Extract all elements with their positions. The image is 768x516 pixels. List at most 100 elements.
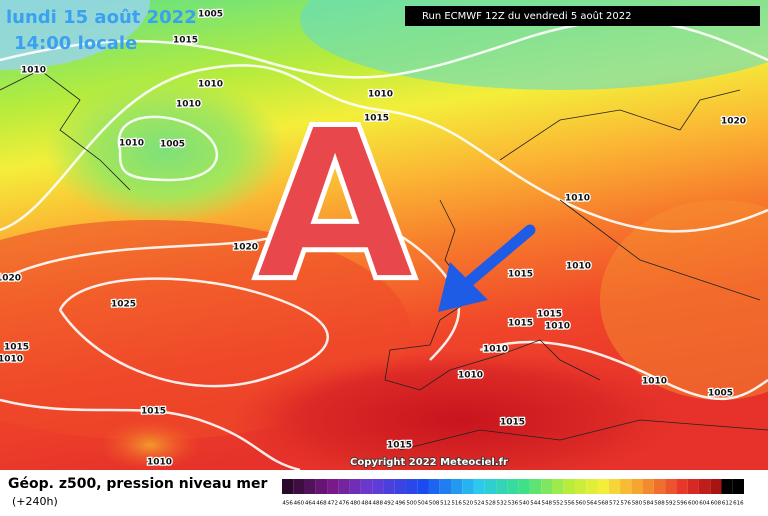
direction-arrow — [438, 224, 536, 312]
isobar-label: 1005 — [198, 10, 223, 20]
scale-label: 468 — [316, 501, 327, 507]
isobar-label: 1015 — [537, 310, 562, 320]
scale-cell — [586, 479, 598, 494]
isobar-label: 1015 — [508, 270, 533, 280]
scale-label: 504 — [418, 501, 429, 507]
scale-label: 472 — [327, 501, 338, 507]
isobar-label: 1015 — [141, 407, 166, 417]
scale-cell — [642, 479, 654, 494]
scale-cell — [394, 479, 406, 494]
scale-label: 492 — [384, 501, 395, 507]
scale-cell — [563, 479, 575, 494]
scale-cell — [315, 479, 328, 494]
scale-label: 612 — [722, 501, 733, 507]
legend-title: Géop. z500, pression niveau mer — [8, 476, 267, 492]
scale-cell — [338, 479, 350, 494]
scale-label: 488 — [373, 501, 384, 507]
isobar — [0, 64, 768, 233]
scale-cell — [653, 479, 666, 494]
scale-label: 500 — [406, 501, 417, 507]
scale-cell — [327, 479, 339, 494]
isobar-label: 1025 — [111, 300, 136, 310]
scale-cell — [293, 479, 305, 494]
scale-cell — [372, 479, 384, 494]
isobar-label: 1010 — [176, 100, 201, 110]
scale-label: 536 — [508, 501, 519, 507]
lead-time: (+240h) — [12, 495, 58, 508]
isobar — [117, 115, 219, 182]
scale-cell — [451, 479, 463, 494]
isobar-label: 1015 — [4, 343, 29, 353]
scale-cell — [732, 479, 744, 494]
scale-label: 516 — [451, 501, 462, 507]
isobar-label: 1010 — [21, 66, 46, 76]
scale-cell — [676, 479, 688, 494]
scale-cell — [462, 479, 474, 494]
scale-cell — [687, 479, 699, 494]
scale-cell — [665, 479, 677, 494]
isobar — [0, 398, 301, 472]
isobar-label: 1010 — [119, 139, 144, 149]
isobar-label: 1010 — [565, 194, 590, 204]
scale-label: 588 — [654, 501, 665, 507]
scale-label: 548 — [542, 501, 553, 507]
scale-cell — [698, 479, 711, 494]
scale-label: 496 — [395, 501, 406, 507]
scale-cell — [349, 479, 361, 494]
scale-label: 520 — [463, 501, 474, 507]
scale-label: 460 — [294, 501, 305, 507]
high-pressure-symbol: A — [254, 83, 417, 328]
warm-region — [600, 200, 768, 400]
coastline — [0, 69, 768, 451]
scale-label: 540 — [519, 501, 530, 507]
color-scale: 456 460 464 468 472 476 480 484 488 492 496 500 504 5… — [282, 479, 744, 507]
scale-cell — [383, 479, 395, 494]
scale-cell — [439, 479, 452, 494]
isobar-label: 1010 — [368, 90, 393, 100]
scale-cell — [360, 479, 373, 494]
isobar-label: 1005 — [160, 140, 185, 150]
coastline — [499, 89, 761, 301]
copyright: Copyright 2022 Meteociel.fr — [350, 457, 508, 468]
scale-label: 572 — [609, 501, 620, 507]
scale-cell — [541, 479, 553, 494]
scale-label: 544 — [530, 501, 541, 507]
scale-cell — [304, 479, 316, 494]
valid-time: 14:00 locale — [14, 33, 137, 54]
isobar-label: 1020 — [721, 117, 746, 127]
isobar-label: 1010 — [566, 262, 591, 272]
isobar-label: 1010 — [545, 322, 570, 332]
low-region — [45, 75, 285, 225]
scale-cell — [620, 479, 632, 494]
scale-label: 608 — [711, 501, 722, 507]
isobar-label: 1010 — [198, 80, 223, 90]
scale-label: 592 — [666, 501, 677, 507]
scale-label: 456 — [282, 501, 293, 507]
warm-region — [100, 420, 200, 470]
scale-label: 576 — [620, 501, 631, 507]
isobar — [479, 340, 768, 401]
run-info: Run ECMWF 12Z du vendredi 5 août 2022 — [422, 10, 632, 22]
isobar-label: 1015 — [364, 114, 389, 124]
scale-cell — [597, 479, 609, 494]
scale-cell — [518, 479, 530, 494]
isobar-labels: 1005 1015 1010 1010 1010 1010 1015 1010 1005 1020… — [0, 8, 747, 469]
run-banner — [405, 6, 760, 26]
scale-label: 568 — [598, 501, 609, 507]
scale-label: 556 — [564, 501, 575, 507]
scale-cell — [552, 479, 564, 494]
isobar — [58, 277, 329, 388]
scale-cell — [608, 479, 621, 494]
scale-cell — [282, 479, 294, 494]
isobar-label: 1010 — [458, 371, 483, 381]
isobar-label: 1010 — [642, 377, 667, 387]
isobar-label: 1020 — [233, 243, 258, 253]
scale-label: 584 — [643, 501, 654, 507]
scale-cell — [631, 479, 643, 494]
scale-label: 616 — [733, 501, 744, 507]
scale-cell — [473, 479, 485, 494]
scale-label: 604 — [699, 501, 710, 507]
scale-cell — [428, 479, 440, 494]
isobar-label: 1010 — [0, 355, 23, 365]
